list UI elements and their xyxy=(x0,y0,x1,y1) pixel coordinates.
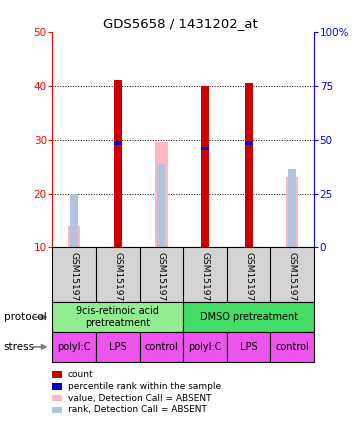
Text: GDS5658 / 1431202_at: GDS5658 / 1431202_at xyxy=(103,17,258,30)
Bar xyxy=(70,194,78,247)
Text: GSM1519710: GSM1519710 xyxy=(244,252,253,313)
Text: polyI:C: polyI:C xyxy=(57,342,91,352)
Bar xyxy=(227,332,270,362)
Bar xyxy=(245,141,253,145)
Bar xyxy=(201,85,209,247)
Text: rank, Detection Call = ABSENT: rank, Detection Call = ABSENT xyxy=(68,405,207,415)
Bar xyxy=(288,169,296,247)
Text: polyI:C: polyI:C xyxy=(188,342,222,352)
Text: control: control xyxy=(144,342,178,352)
Text: GSM1519713: GSM1519713 xyxy=(70,252,79,313)
Bar xyxy=(96,332,140,362)
Text: GSM1519711: GSM1519711 xyxy=(113,252,122,313)
Bar xyxy=(270,332,314,362)
Bar xyxy=(114,80,122,247)
Bar xyxy=(155,142,168,247)
Text: stress: stress xyxy=(4,342,35,352)
Bar xyxy=(157,164,165,247)
Bar xyxy=(183,332,227,362)
Bar xyxy=(201,147,209,151)
Text: GSM1519709: GSM1519709 xyxy=(157,252,166,313)
Bar xyxy=(140,332,183,362)
Bar xyxy=(114,141,122,145)
Bar xyxy=(52,302,183,332)
Bar xyxy=(183,302,314,332)
Text: GSM1519712: GSM1519712 xyxy=(200,252,209,313)
Text: count: count xyxy=(68,370,93,379)
Bar xyxy=(68,226,80,247)
Text: LPS: LPS xyxy=(240,342,257,352)
Text: percentile rank within the sample: percentile rank within the sample xyxy=(68,382,221,391)
Bar xyxy=(52,332,96,362)
Text: value, Detection Call = ABSENT: value, Detection Call = ABSENT xyxy=(68,393,212,403)
Text: DMSO pretreatment: DMSO pretreatment xyxy=(200,312,298,322)
Text: LPS: LPS xyxy=(109,342,127,352)
Text: GSM1519708: GSM1519708 xyxy=(288,252,297,313)
Bar xyxy=(245,83,253,247)
Text: 9cis-retinoic acid
pretreatment: 9cis-retinoic acid pretreatment xyxy=(76,306,159,328)
Bar xyxy=(286,177,298,247)
Text: control: control xyxy=(275,342,309,352)
Text: protocol: protocol xyxy=(4,312,46,322)
